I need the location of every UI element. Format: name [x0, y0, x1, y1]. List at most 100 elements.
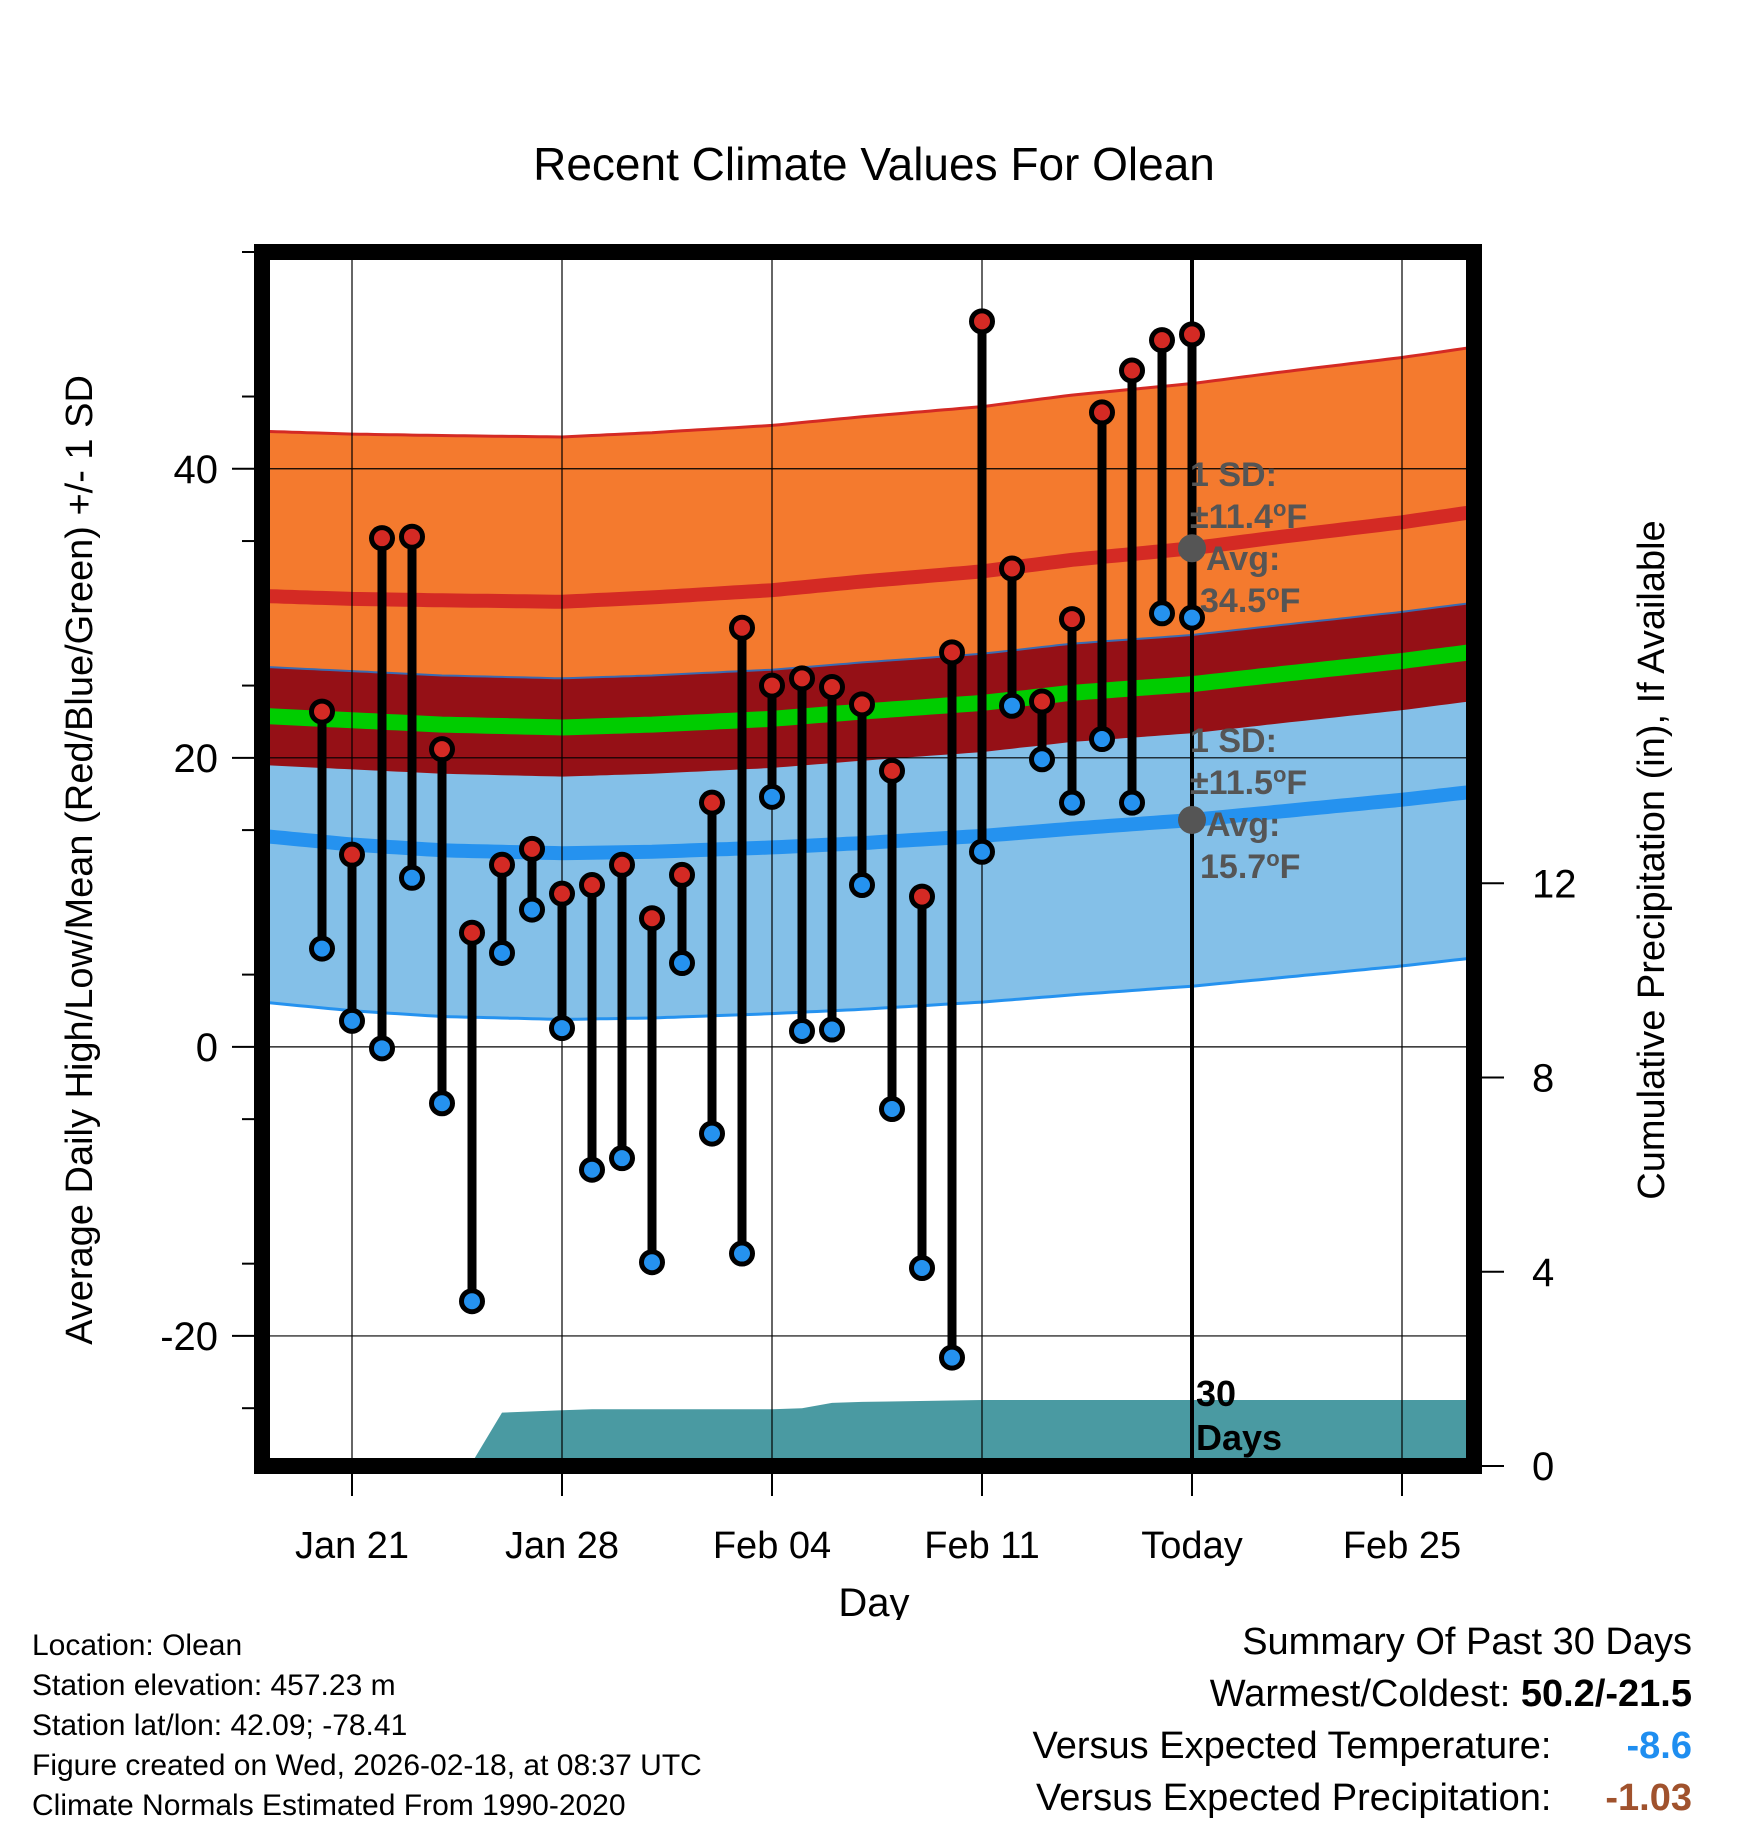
summary-precipitation: Versus Expected Precipitation: -1.03 [1033, 1772, 1692, 1824]
obs-low-dot-29 [609, 1145, 635, 1172]
ytick-right-label-0: 0 [1532, 1445, 1554, 1489]
obs-low-dot-32 [699, 1120, 725, 1147]
summary-warm-cold: Warmest/Coldest: 50.2/-21.5 [1033, 1668, 1692, 1720]
obs-high-dot-19 [309, 698, 335, 725]
axes: -20 0 20 40 0 4 8 12 Jan 21 Jan 28 Feb 04 Feb 11 Tod… [160, 251, 1577, 1567]
obs-low-dot-41 [969, 838, 995, 865]
high-sd-upper-edge [262, 344, 1474, 439]
obs-low-dot-33 [729, 1240, 755, 1267]
high-sd-value: ±11.4oF [1190, 496, 1307, 536]
obs-high-dot-20 [339, 841, 365, 868]
obs-low-dot-31 [669, 950, 695, 977]
obs-high-dot-21 [369, 525, 395, 552]
ytick-right-label-4: 4 [1532, 1251, 1554, 1295]
obs-low-dot-48 [1179, 604, 1205, 631]
obs-low-dot-47 [1149, 600, 1175, 627]
obs-low-dot-44 [1059, 789, 1085, 816]
low-avg-label: Avg: [1206, 806, 1280, 844]
y-axis-label: Average Daily High/Low/Mean (Red/Blue/Gr… [59, 375, 101, 1345]
days-word: Days [1196, 1417, 1282, 1458]
precip-label: Versus Expected Precipitation: [1036, 1777, 1552, 1819]
obs-low-dot-35 [789, 1017, 815, 1044]
obs-low-dot-42 [999, 692, 1025, 719]
obs-high-dot-29 [609, 851, 635, 878]
obs-high-dot-38 [879, 757, 905, 784]
obs-low-dot-43 [1029, 746, 1055, 773]
warm-cold-label: Warmest/Coldest: [1209, 1673, 1511, 1715]
mean-sd-upper-edge [262, 600, 1474, 680]
obs-low-dot-39 [909, 1255, 935, 1282]
station-info: Location: Olean Station elevation: 457.2… [32, 1626, 702, 1826]
chart-title: Recent Climate Values For Olean [533, 138, 1215, 190]
summary-temperature: Versus Expected Temperature: -8.6 [1033, 1720, 1692, 1772]
normal-low-line [262, 784, 1474, 861]
today-high-avg-dot [1178, 534, 1206, 563]
obs-high-dot-42 [999, 555, 1025, 582]
temp-label: Versus Expected Temperature: [1032, 1725, 1552, 1767]
obs-low-dot-30 [639, 1249, 665, 1276]
obs-low-dot-27 [549, 1015, 575, 1042]
obs-low-dot-38 [879, 1096, 905, 1123]
obs-high-dot-44 [1059, 606, 1085, 633]
obs-high-dot-33 [729, 614, 755, 641]
low-sd-lower-edge [262, 955, 1474, 1021]
warm-cold-value: 50.2/-21.5 [1520, 1673, 1692, 1715]
latlon-text: Station lat/lon: 42.09; -78.41 [32, 1709, 408, 1742]
obs-high-dot-26 [519, 835, 545, 862]
obs-low-dot-37 [849, 872, 875, 899]
obs-high-dot-43 [1029, 688, 1055, 715]
days-number: 30 [1196, 1373, 1236, 1414]
x-axis-label: Day [838, 1581, 909, 1620]
temp-value: -8.6 [1626, 1725, 1692, 1767]
summary-title: Summary Of Past 30 Days [1242, 1621, 1692, 1663]
ytick-label-40: 40 [174, 448, 219, 492]
obs-low-dot-21 [369, 1035, 395, 1062]
low-sd-value: ±11.5oF [1190, 762, 1307, 802]
obs-low-dot-34 [759, 783, 785, 810]
xtick-label-55: Feb 25 [1343, 1525, 1461, 1567]
obs-high-dot-47 [1149, 327, 1175, 354]
xtick-label-20: Jan 21 [295, 1525, 409, 1567]
normals-text: Climate Normals Estimated From 1990-2020 [32, 1789, 626, 1822]
ytick-right-label-12: 12 [1532, 862, 1577, 906]
elevation-text: Station elevation: 457.23 m [32, 1669, 396, 1702]
high-avg-label: Avg: [1206, 540, 1280, 578]
obs-high-dot-25 [489, 851, 515, 878]
xtick-label-27: Jan 28 [505, 1525, 619, 1567]
obs-low-dot-45 [1089, 726, 1115, 753]
obs-low-dot-25 [489, 939, 515, 966]
obs-high-dot-30 [639, 905, 665, 932]
obs-low-dot-19 [309, 935, 335, 962]
location-text: Location: Olean [32, 1629, 243, 1662]
high-avg-value: 34.5oF [1200, 580, 1300, 620]
summary-panel: Summary Of Past 30 Days Warmest/Coldest:… [1033, 1616, 1692, 1824]
obs-high-dot-23 [429, 736, 455, 763]
obs-high-dot-27 [549, 880, 575, 907]
low-avg-value: 15.7oF [1200, 846, 1300, 886]
ytick-label-20: 20 [174, 737, 219, 781]
obs-low-dot-26 [519, 896, 545, 923]
obs-high-dot-36 [819, 674, 845, 701]
xtick-label-41: Feb 11 [924, 1525, 1039, 1567]
obs-low-dot-40 [939, 1344, 965, 1371]
ytick-label-0: 0 [196, 1026, 218, 1070]
obs-high-dot-34 [759, 672, 785, 699]
obs-high-dot-28 [579, 872, 605, 899]
obs-low-dot-22 [399, 864, 425, 891]
y-axis-right-label: Cumulative Precipitation (in), If Availa… [1631, 520, 1673, 1199]
today-low-avg-dot [1178, 805, 1206, 834]
obs-low-dot-46 [1119, 789, 1145, 816]
observations [309, 308, 1205, 1371]
plot-frame [254, 244, 1482, 1474]
ytick-right-label-8: 8 [1532, 1057, 1554, 1101]
obs-low-dot-28 [579, 1156, 605, 1183]
precip-area [262, 1400, 1474, 1466]
obs-high-dot-31 [669, 861, 695, 888]
obs-high-dot-32 [699, 789, 725, 816]
created-text: Figure created on Wed, 2026-02-18, at 08… [32, 1749, 702, 1782]
obs-high-dot-40 [939, 639, 965, 666]
obs-high-dot-45 [1089, 399, 1115, 426]
obs-low-dot-24 [459, 1288, 485, 1315]
